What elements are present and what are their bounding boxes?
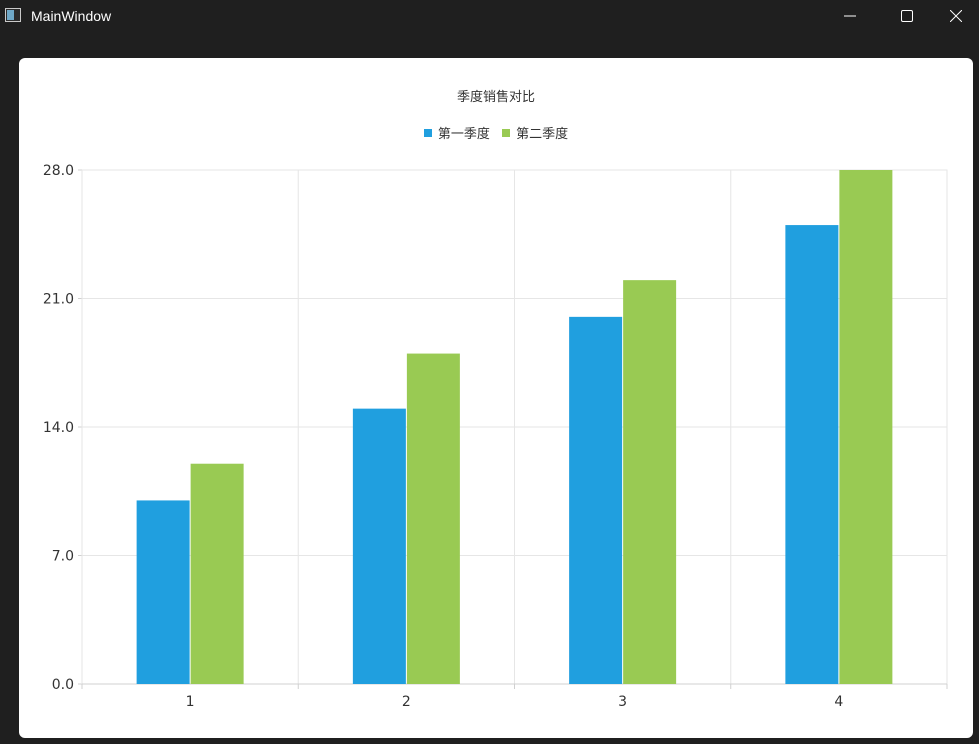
x-tick-label: 1 (186, 694, 195, 710)
x-tick-label: 4 (834, 694, 843, 710)
window-title: MainWindow (31, 8, 112, 24)
bar-series-1-category-4 (785, 225, 839, 685)
bar-series-2-category-1 (190, 463, 244, 684)
legend-item-series-2[interactable]: 第二季度 (502, 123, 568, 142)
maximize-button[interactable] (884, 0, 930, 32)
legend-swatch-series-1 (423, 129, 432, 137)
y-tick-label: 21.0 (43, 292, 74, 308)
x-tick-label: 3 (618, 694, 627, 710)
bar-chart-plot: 0.0 7.0 14.0 21.0 28.0 1 2 3 4 (43, 163, 948, 710)
legend-item-series-1[interactable]: 第一季度 (423, 123, 490, 142)
bar-series-2-category-3 (623, 280, 677, 684)
bar-series-1-category-2 (352, 408, 406, 684)
close-button[interactable] (933, 0, 979, 32)
bar-series-1-category-3 (569, 316, 623, 684)
minimize-button[interactable] (827, 0, 873, 32)
minimize-icon (844, 15, 856, 17)
legend-label-series-1: 第一季度 (437, 127, 490, 142)
chart-container: 季度销售对比 第一季度 第二季度 0.0 7.0 14.0 21.0 28.0 1 2 3 4 (19, 58, 973, 738)
bar-series-2-category-4 (839, 170, 893, 684)
title-bar: MainWindow (0, 0, 979, 32)
y-tick-label: 0.0 (52, 677, 74, 693)
y-tick-label: 28.0 (43, 163, 74, 179)
chart-title: 季度销售对比 (456, 90, 535, 105)
close-icon (950, 10, 962, 22)
x-tick-label: 2 (402, 694, 411, 710)
app-icon (5, 8, 21, 22)
legend-swatch-series-2 (502, 129, 511, 137)
legend-label-series-2: 第二季度 (516, 127, 569, 142)
chart-legend: 第一季度 第二季度 (19, 123, 973, 142)
y-tick-label: 14.0 (43, 420, 74, 436)
bar-series-2-category-2 (406, 353, 460, 684)
bar-series-1-category-1 (136, 500, 190, 684)
y-tick-label: 7.0 (52, 549, 74, 565)
maximize-icon (901, 10, 913, 22)
